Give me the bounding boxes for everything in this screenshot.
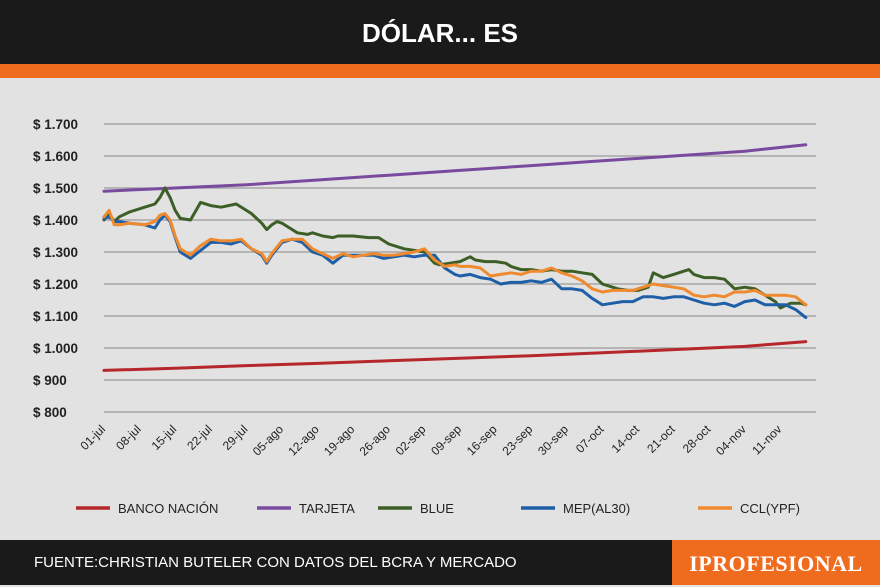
chart-area: $ 800 $ 900 $ 1.000 $ 1.100 $ 1.200 $ 1.300 $ … xyxy=(0,78,880,540)
x-tick-label: 26-ago xyxy=(357,422,394,459)
x-tick-label: 21-oct xyxy=(644,422,678,456)
x-tick-label: 15-jul xyxy=(149,422,180,453)
legend: BANCO NACIÓN TARJETA BLUE MEP(AL30) CCL(YPF) xyxy=(76,501,800,516)
header-accent-stripe xyxy=(0,64,880,78)
x-tick-label: 23-sep xyxy=(499,422,535,458)
x-tick-label: 16-sep xyxy=(464,422,500,458)
x-tick-label: 04-nov xyxy=(713,422,749,458)
y-tick-label: $ 900 xyxy=(33,373,67,388)
y-tick-label: $ 1.700 xyxy=(33,117,78,132)
legend-item: BANCO NACIÓN xyxy=(76,501,218,516)
x-tick-label: 09-sep xyxy=(428,422,464,458)
legend-label: BANCO NACIÓN xyxy=(118,501,218,516)
x-tick-label: 30-sep xyxy=(535,422,571,458)
header-bar xyxy=(0,0,880,64)
x-tick-label: 08-jul xyxy=(113,422,144,453)
x-tick-label: 12-ago xyxy=(285,422,322,459)
x-tick-label: 28-oct xyxy=(680,422,714,456)
y-tick-label: $ 1.600 xyxy=(33,149,78,164)
y-tick-label: $ 1.200 xyxy=(33,277,78,292)
legend-item: CCL(YPF) xyxy=(698,501,800,516)
series-line-tarjeta xyxy=(102,143,808,193)
series-line-banco-naci-n xyxy=(102,340,808,372)
series-line-blue xyxy=(102,186,808,310)
y-tick-label: $ 1.000 xyxy=(33,341,78,356)
line-chart: $ 800 $ 900 $ 1.000 $ 1.100 $ 1.200 $ 1.300 $ … xyxy=(33,117,816,516)
legend-label: TARJETA xyxy=(299,501,355,516)
x-tick-label: 29-jul xyxy=(220,422,251,453)
x-tick-label: 02-sep xyxy=(393,422,429,458)
series-lines xyxy=(102,143,808,372)
x-axis-tick-labels: 01-jul 08-jul 15-jul 22-jul 29-jul 05-ago 12-a… xyxy=(77,422,784,459)
y-tick-label: $ 1.300 xyxy=(33,245,78,260)
source-note: FUENTE:CHRISTIAN BUTELER CON DATOS DEL B… xyxy=(34,554,517,571)
legend-item: BLUE xyxy=(378,501,454,516)
page-title: DÓLAR... ES xyxy=(361,18,518,48)
x-tick-label: 11-nov xyxy=(749,422,784,457)
grid-lines xyxy=(104,123,816,413)
series-line-ccl-ypf xyxy=(102,208,808,307)
x-tick-label: 22-jul xyxy=(184,422,215,453)
legend-item: TARJETA xyxy=(257,501,355,516)
brand-logo: IPROFESIONAL xyxy=(672,540,880,585)
legend-label: MEP(AL30) xyxy=(563,501,630,516)
x-tick-label: 07-oct xyxy=(573,422,607,456)
x-tick-label: 19-ago xyxy=(321,422,358,459)
y-tick-label: $ 800 xyxy=(33,405,67,420)
x-tick-label: 14-oct xyxy=(609,422,643,456)
y-tick-label: $ 1.100 xyxy=(33,309,78,324)
legend-label: CCL(YPF) xyxy=(740,501,800,516)
legend-item: MEP(AL30) xyxy=(521,501,630,516)
x-tick-label: 01-jul xyxy=(77,422,108,453)
x-tick-label: 05-ago xyxy=(250,422,287,459)
y-tick-label: $ 1.400 xyxy=(33,213,78,228)
series-line-mep-al30 xyxy=(102,213,808,320)
y-tick-label: $ 1.500 xyxy=(33,181,78,196)
legend-label: BLUE xyxy=(420,501,454,516)
y-axis-tick-labels: $ 800 $ 900 $ 1.000 $ 1.100 $ 1.200 $ 1.300 $ … xyxy=(33,117,78,420)
